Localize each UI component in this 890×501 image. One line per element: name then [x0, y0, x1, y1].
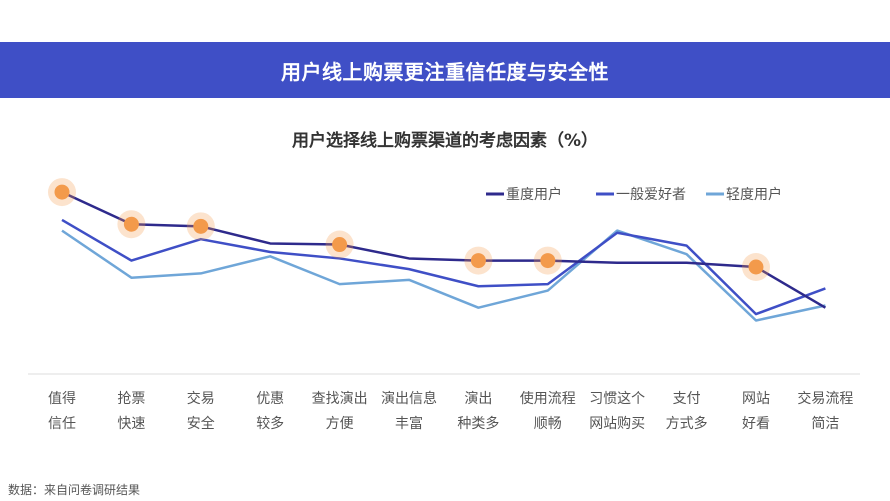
highlight-point — [748, 259, 764, 275]
series-line-0 — [61, 190, 827, 309]
x-tick-label-line: 方便 — [326, 416, 354, 432]
x-tick-label-line: 演出 — [464, 391, 492, 407]
legend-item: 重度用户 — [486, 186, 562, 203]
highlight-point — [193, 218, 209, 234]
legend-label: 一般爱好者 — [616, 187, 686, 203]
x-tick-label-line: 简洁 — [811, 415, 839, 432]
highlight-point — [123, 216, 139, 232]
x-tick-label-line: 快速 — [117, 416, 145, 432]
highlight-point — [54, 184, 70, 200]
x-tick-label-line: 网站 — [742, 391, 770, 407]
x-tick-label-line: 顺畅 — [534, 416, 562, 432]
banner-title: 用户线上购票更注重信任度与安全性 — [281, 59, 609, 84]
legend-item: 轻度用户 — [706, 186, 782, 203]
series-line-1 — [61, 218, 826, 316]
x-tick-label-line: 交易流程 — [797, 390, 853, 407]
source-note: 数据：来自问卷调研结果 — [8, 483, 141, 497]
x-tick-label-line: 丰富 — [395, 415, 423, 432]
header-banner: 用户线上购票更注重信任度与安全性 — [0, 42, 890, 98]
x-tick-label-line: 使用流程 — [520, 390, 576, 407]
x-tick-label-line: 优惠 — [256, 391, 284, 407]
series-line-2 — [61, 229, 826, 322]
x-tick-label-line: 值得 — [48, 390, 76, 407]
legend-label: 轻度用户 — [726, 186, 782, 203]
legend-item: 一般爱好者 — [596, 187, 686, 203]
x-tick-label-line: 演出信息 — [381, 390, 437, 407]
highlight-point — [470, 253, 486, 269]
highlight-point — [540, 253, 556, 269]
x-tick-label-line: 查找演出 — [312, 391, 368, 407]
highlight-point — [332, 237, 348, 253]
x-tick-label-line: 信任 — [48, 416, 76, 432]
x-tick-label-line: 支付 — [673, 391, 701, 407]
x-tick-label-line: 网站购买 — [589, 416, 645, 432]
x-tick-label-line: 抢票 — [117, 390, 145, 407]
x-tick-label-line: 较多 — [256, 415, 284, 432]
x-tick-label-line: 种类多 — [457, 415, 499, 432]
x-tick-label-line: 安全 — [187, 415, 215, 432]
x-tick-label-line: 交易 — [187, 390, 215, 407]
x-tick-label-line: 好看 — [742, 416, 770, 432]
x-tick-label-line: 习惯这个 — [589, 390, 645, 407]
chart-title: 用户选择线上购票渠道的考虑因素（%） — [291, 131, 599, 151]
legend-label: 重度用户 — [506, 186, 562, 203]
x-tick-label-line: 方式多 — [666, 415, 708, 432]
